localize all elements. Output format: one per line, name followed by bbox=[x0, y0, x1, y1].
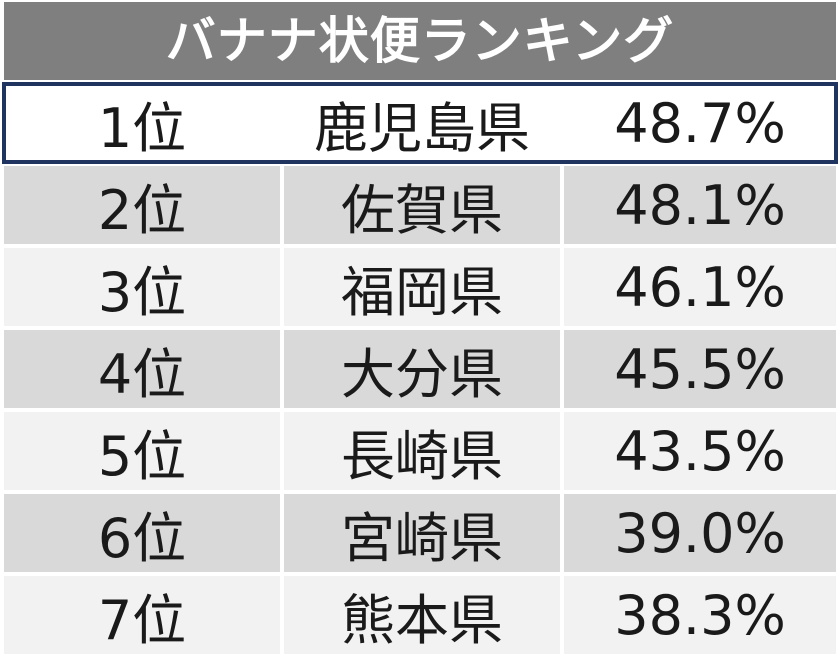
table-row-7: 7位 熊本県 38.3% bbox=[4, 576, 836, 654]
table-body: 1位 鹿児島県 48.7% 2位 佐賀県 48.1% 3位 福岡県 46.1% … bbox=[2, 82, 838, 654]
value-cell: 38.3% bbox=[564, 576, 836, 654]
prefecture-cell: 鹿児島県 bbox=[284, 84, 560, 162]
prefecture-cell: 福岡県 bbox=[284, 248, 560, 326]
table-row-4: 4位 大分県 45.5% bbox=[4, 330, 836, 408]
prefecture-cell: 宮崎県 bbox=[284, 494, 560, 572]
table-title: バナナ状便ランキング bbox=[4, 2, 836, 80]
value-cell: 45.5% bbox=[564, 330, 836, 408]
table-row-2: 2位 佐賀県 48.1% bbox=[4, 166, 836, 244]
table-row-1: 1位 鹿児島県 48.7% bbox=[2, 82, 838, 164]
prefecture-cell: 大分県 bbox=[284, 330, 560, 408]
prefecture-cell: 佐賀県 bbox=[284, 166, 560, 244]
prefecture-cell: 熊本県 bbox=[284, 576, 560, 654]
value-cell: 48.1% bbox=[564, 166, 836, 244]
rank-cell: 2位 bbox=[4, 166, 280, 244]
value-cell: 46.1% bbox=[564, 248, 836, 326]
value-cell: 39.0% bbox=[564, 494, 836, 572]
table-row-6: 6位 宮崎県 39.0% bbox=[4, 494, 836, 572]
value-cell: 48.7% bbox=[564, 84, 836, 162]
rank-cell: 7位 bbox=[4, 576, 280, 654]
rank-cell: 3位 bbox=[4, 248, 280, 326]
table-row-5: 5位 長崎県 43.5% bbox=[4, 412, 836, 490]
table-row-3: 3位 福岡県 46.1% bbox=[4, 248, 836, 326]
rank-cell: 4位 bbox=[4, 330, 280, 408]
rank-cell: 1位 bbox=[4, 84, 280, 162]
rank-cell: 5位 bbox=[4, 412, 280, 490]
value-cell: 43.5% bbox=[564, 412, 836, 490]
rank-cell: 6位 bbox=[4, 494, 280, 572]
prefecture-cell: 長崎県 bbox=[284, 412, 560, 490]
